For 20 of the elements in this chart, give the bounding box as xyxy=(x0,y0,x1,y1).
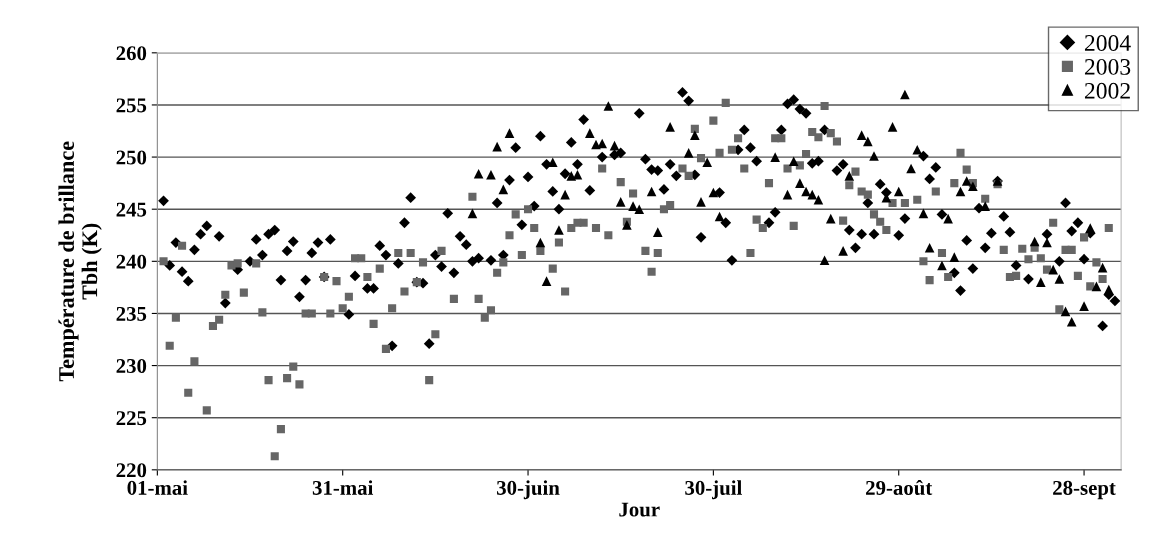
x-tick-label: 28-sept xyxy=(1053,480,1116,500)
y-tick-label: 250 xyxy=(116,150,147,165)
x-tick-label: 30-juil xyxy=(685,480,742,500)
y-tick-label: 240 xyxy=(116,254,147,269)
y-tick-label: 260 xyxy=(116,46,147,61)
x-tick-label: 30-juin xyxy=(496,480,560,500)
x-tick-label: 01-mai xyxy=(127,480,188,495)
x-axis-title: Jour xyxy=(619,502,660,517)
y-tick-label: 230 xyxy=(116,358,147,373)
y-tick-label: 225 xyxy=(116,411,147,426)
legend-label: 2002 xyxy=(1084,82,1130,99)
y-tick-label: 220 xyxy=(116,463,147,478)
x-tick-label: 29-août xyxy=(866,480,933,495)
y-tick-label: 245 xyxy=(116,202,147,217)
y-tick-label: 255 xyxy=(116,98,147,113)
y-axis-title: Température de brillance Tbh (K) xyxy=(58,141,102,382)
x-tick-label: 31-mai xyxy=(312,480,374,495)
legend-label: 2004 xyxy=(1084,35,1131,51)
y-tick-label: 235 xyxy=(116,306,147,321)
legend-label: 2003 xyxy=(1084,58,1131,75)
